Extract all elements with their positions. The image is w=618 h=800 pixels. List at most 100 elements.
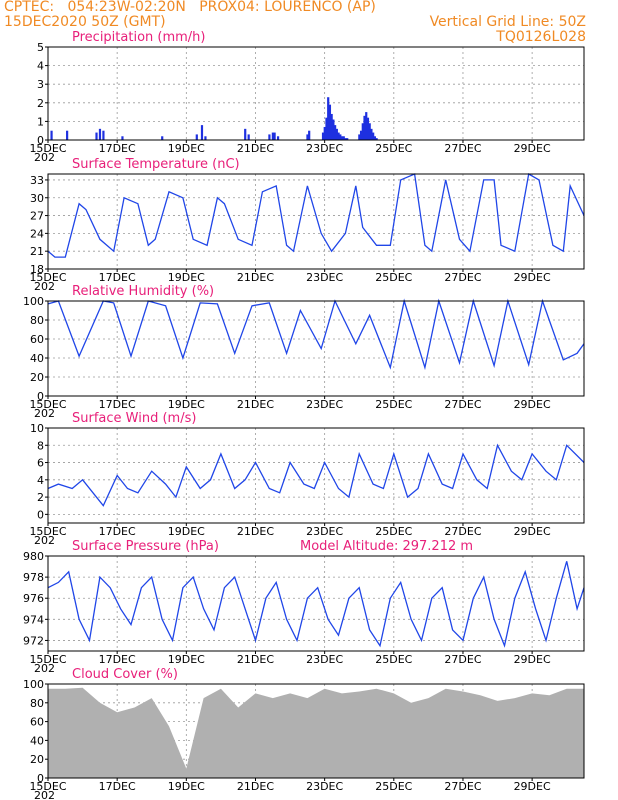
y-tick-label: 2 [37,491,44,504]
y-tick-label: 976 [23,592,44,605]
x-tick-label: 19DEC [168,142,205,155]
y-tick-label: 40 [30,352,44,365]
panel-pres: 972 974 976 978 980 15DEC 17DEC 19DEC 21DEC 23DEC… [23,539,585,675]
y-tick-label: 974 [23,613,44,626]
x-tick-label: 21DEC [237,271,274,284]
precip-bar [195,134,198,140]
panel-rh: 0 20 40 60 80 100 15DEC 17DEC 19DEC 21DEC 23DEC 25D… [23,284,585,420]
precip-bar [327,97,330,140]
y-tick-label: 18 [30,263,44,276]
precip-bar [244,128,247,140]
panel-title: Surface Temperature (nC) [72,157,240,172]
x-tick-label: 17DEC [99,780,136,793]
y-tick-label: 2 [37,97,44,110]
y-tick-label: 0 [37,772,44,785]
precip-bar [276,136,280,140]
x-tick-label: 29DEC [514,780,551,793]
x-tick-label: 21DEC [237,780,274,793]
header-right-line2: TQ0126L028 [496,29,586,45]
y-tick-label: 20 [30,371,44,384]
panel-title: Cloud Cover (%) [72,667,178,682]
precip-bar [306,134,309,140]
precip-bar [95,132,98,140]
panel-frame [47,683,585,779]
x-year-label: 202 [34,534,55,547]
precip-bar [363,115,366,140]
x-tick-label: 21DEC [237,525,274,538]
precip-bar [308,130,311,140]
y-tick-label: 80 [30,697,44,710]
x-tick-label: 27DEC [444,398,481,411]
precip-bar [358,134,361,140]
precip-bar [330,113,333,140]
wind-line [47,443,585,507]
x-tick-label: 29DEC [514,142,551,155]
x-tick-label: 17DEC [99,525,136,538]
y-tick-label: 100 [23,295,44,308]
x-tick-label: 17DEC [99,653,136,666]
y-tick-label: 33 [30,174,44,187]
x-tick-label: 15DEC [29,398,66,411]
x-year-label: 202 [34,789,55,800]
x-tick-label: 29DEC [514,525,551,538]
header-right-line1: Vertical Grid Line: 50Z [429,14,586,30]
x-tick-label: 25DEC [375,525,412,538]
x-tick-label: 25DEC [375,653,412,666]
y-tick-label: 0 [37,508,44,521]
precip-bar [328,104,332,140]
y-tick-label: 4 [37,60,44,73]
y-tick-label: 6 [37,457,44,470]
precip-bar [325,117,328,140]
panel-precip: 0 1 2 3 4 5 15DEC 17DEC 19DEC 21DEC 23DEC 25DEC 27DE… [29,30,585,164]
x-year-label: 202 [34,407,55,420]
precip-bar [321,132,325,140]
precip-bar [98,128,102,140]
precip-bar [273,132,276,140]
x-tick-label: 15DEC [29,780,66,793]
precip-bar [66,130,69,140]
y-tick-label: 4 [37,474,44,487]
x-tick-label: 27DEC [444,525,481,538]
panel-frame [47,427,585,524]
x-tick-label: 21DEC [237,142,274,155]
precip-bar [372,132,375,140]
panel-frame [47,46,585,141]
panel-frame [47,300,585,397]
x-tick-label: 21DEC [237,653,274,666]
precip-bar [247,134,250,140]
panel-cloud: 0 20 40 60 80 100 15DEC 17DEC 19DEC 21DEC 23DEC 25D… [23,667,585,800]
precip-bar [271,132,274,140]
y-tick-label: 3 [37,78,44,91]
y-tick-label: 24 [30,227,44,240]
x-tick-label: 15DEC [29,142,66,155]
precip-bar [359,130,363,140]
x-tick-label: 23DEC [306,780,343,793]
precip-bar [346,138,349,140]
x-tick-label: 23DEC [306,525,343,538]
x-tick-label: 27DEC [444,780,481,793]
precip-bar [361,123,364,140]
y-tick-label: 8 [37,439,44,452]
temp-line [47,172,585,258]
y-tick-label: 980 [23,550,44,563]
x-tick-label: 15DEC [29,653,66,666]
y-tick-label: 5 [37,41,44,54]
precip-bar [339,134,342,140]
x-tick-label: 19DEC [168,525,205,538]
precip-bar [102,130,105,140]
precip-bar [337,132,340,140]
precip-bar [368,123,371,140]
x-tick-label: 15DEC [29,525,66,538]
panel-frame [47,173,585,270]
panel-title: Surface Pressure (hPa) [72,539,219,554]
x-tick-label: 23DEC [306,653,343,666]
y-tick-label: 0 [37,134,44,147]
panel-wind: 0 2 4 6 8 10 15DEC 17DEC 19DEC 21DEC 23DEC 25DEC 27D… [29,411,585,547]
y-tick-label: 60 [30,716,44,729]
x-year-label: 202 [34,280,55,293]
precip-bar [340,136,344,140]
y-tick-label: 60 [30,333,44,346]
x-tick-label: 25DEC [375,398,412,411]
precip-bar [268,134,271,140]
